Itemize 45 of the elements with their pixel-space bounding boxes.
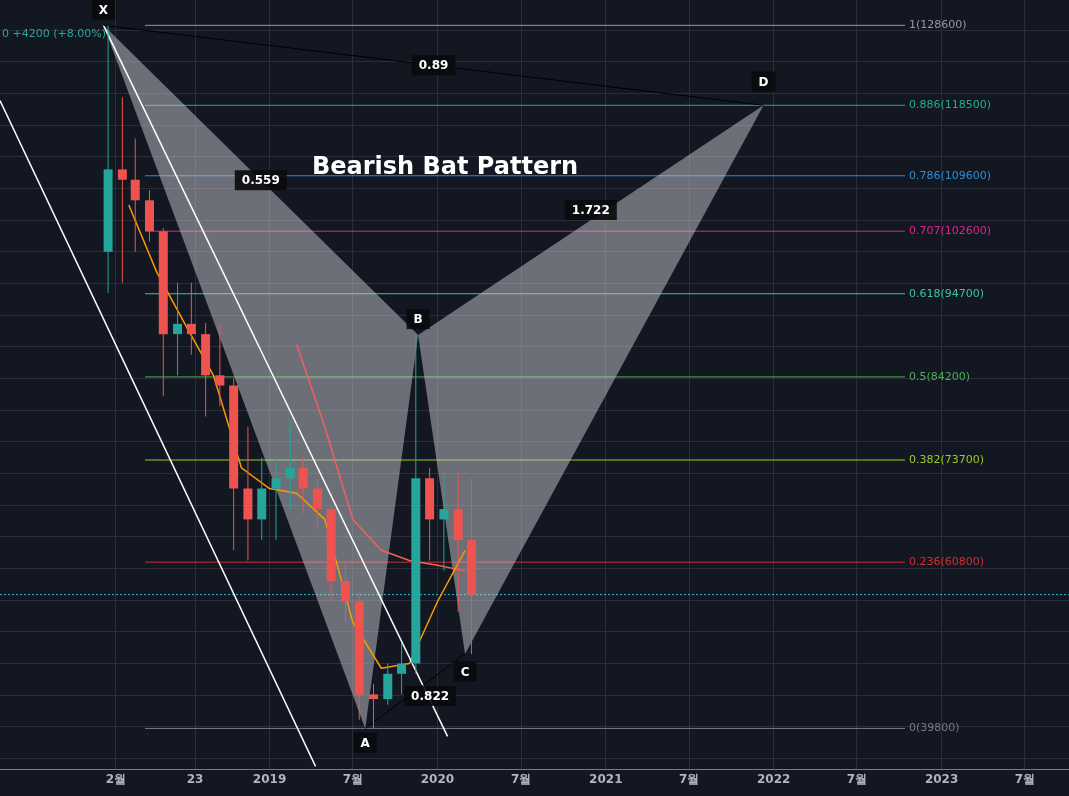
x-tick-label: 7월	[678, 771, 700, 786]
ref-line-label: 0.786(109600)	[909, 168, 992, 182]
x-tick-label: 23	[186, 771, 204, 786]
x-tick-label: 7월	[342, 771, 363, 786]
candlestick	[117, 96, 127, 284]
candlestick	[397, 642, 407, 695]
annotation: 0.89	[418, 58, 449, 73]
candlestick	[369, 683, 379, 729]
x-tick-label: 7월	[1014, 771, 1036, 786]
ref-line-label: 0.618(94700)	[909, 286, 985, 300]
ref-line-label: 0.5(84200)	[909, 369, 971, 383]
annotation: A	[360, 735, 371, 750]
annotation: C	[460, 664, 470, 679]
candlestick	[340, 560, 350, 623]
candlestick	[439, 472, 449, 572]
x-tick-label: 2월	[105, 771, 127, 786]
x-tick-label: 2022	[756, 771, 791, 786]
annotation: D	[758, 74, 769, 89]
x-tick-label: 2020	[420, 771, 455, 786]
ref-line-label: 0(39800)	[909, 721, 960, 735]
candlestick	[285, 420, 295, 510]
ref-line-label: 1(128600)	[909, 18, 967, 32]
candlestick	[130, 138, 140, 253]
annotation: 0.822	[411, 689, 450, 704]
annotation: 0 +4200 (+8.00%)	[2, 26, 106, 40]
ref-line-label: 0.707(102600)	[909, 224, 992, 238]
ref-line-label: 0.236(60800)	[909, 555, 985, 569]
annotation: X	[98, 2, 109, 17]
x-tick-label: 2023	[924, 771, 959, 786]
x-tick-label: 2021	[589, 771, 623, 786]
x-tick-label: 7월	[510, 771, 532, 786]
candlestick	[186, 282, 196, 356]
candlestick	[215, 323, 225, 407]
annotation: 1.722	[571, 203, 610, 218]
candlestick	[312, 477, 322, 531]
x-tick-label: 2019	[252, 771, 287, 786]
text: Bearish Bat Pattern	[312, 152, 579, 181]
candlestick	[271, 457, 281, 541]
annotation: B	[413, 312, 423, 327]
x-tick-label: 7월	[846, 771, 868, 786]
candlestick	[173, 282, 183, 376]
candlestick	[298, 457, 308, 515]
ref-line-label: 0.886(118500)	[909, 98, 992, 112]
ref-line-label: 0.382(73700)	[909, 452, 985, 466]
annotation: 0.559	[241, 173, 280, 188]
